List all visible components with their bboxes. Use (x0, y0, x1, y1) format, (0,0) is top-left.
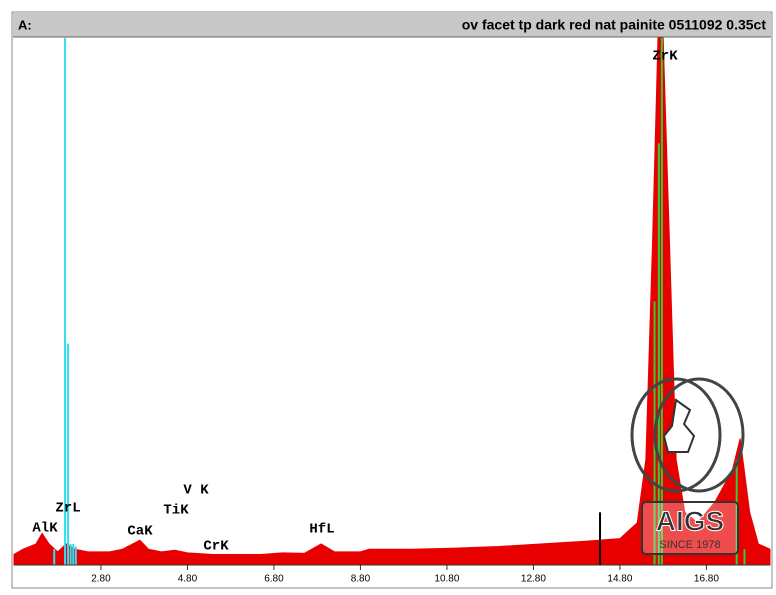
x-tick-label: 12.80 (521, 574, 546, 585)
peak-label: AlK (32, 521, 58, 537)
logo-ring (630, 377, 722, 493)
logo-text: AIGS (656, 505, 724, 536)
header-label: A: (18, 17, 32, 32)
header-title: ov facet tp dark red nat painite 0511092… (462, 17, 767, 33)
peak-label: ZrK (652, 49, 678, 65)
x-tick-label: 16.80 (694, 574, 719, 585)
peak-label: CaK (127, 524, 153, 540)
x-tick-label: 2.80 (91, 574, 111, 585)
x-tick-label: 4.80 (178, 574, 198, 585)
logo-box (641, 501, 739, 555)
x-tick-label: 8.80 (351, 574, 371, 585)
header-bar (13, 13, 771, 37)
peak-label: TiK (163, 503, 189, 519)
logo: AIGS SINCE 1978 (630, 377, 745, 555)
logo-ring (653, 377, 745, 493)
x-tick-label: 6.80 (264, 574, 284, 585)
x-tick-label: 10.80 (434, 574, 459, 585)
peak-label: V K (183, 483, 209, 499)
logo-since: SINCE 1978 (659, 539, 720, 551)
x-tick-label: 14.80 (607, 574, 632, 585)
logo-icon (662, 398, 696, 453)
peak-label: CrK (203, 539, 229, 555)
peak-label: HfL (309, 522, 334, 538)
peak-label: ZrL (55, 501, 80, 517)
plot: 2.80 4.80 6.80 8.80 10.80 12.80 14.80 16.80 AlK Z… (13, 37, 771, 585)
